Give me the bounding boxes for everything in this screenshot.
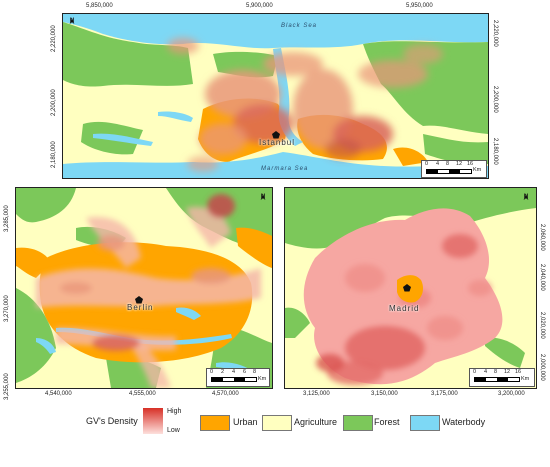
istanbul-density — [167, 38, 443, 172]
berlin-map: Berlin N 0 2 4 6 8 Km — [15, 187, 273, 389]
city-label-istanbul: Istanbul — [259, 138, 296, 147]
berlin-map-canvas — [16, 188, 272, 388]
berlin-x-tick: 4,540,000 — [45, 391, 72, 397]
legend-swatch-agriculture — [262, 415, 292, 431]
legend-low: Low — [167, 427, 180, 434]
marmara-sea — [63, 152, 488, 178]
legend-density-title: GV's Density — [86, 416, 138, 426]
madrid-y-tick: 2,000,000 — [539, 354, 545, 381]
istanbul-x-tick: 5,900,000 — [246, 3, 273, 9]
legend: GV's Density High Low Urban Agriculture … — [0, 400, 550, 467]
madrid-marker — [403, 284, 411, 292]
scalebar-madrid: 0 4 8 12 16 Km — [469, 368, 535, 387]
berlin-y-tick: 3,255,000 — [4, 373, 10, 400]
forest-madrid-north — [285, 188, 536, 249]
madrid-y-tick: 2,020,000 — [539, 312, 545, 339]
berlin-x-tick: 4,570,000 — [212, 391, 239, 397]
scalebar-istanbul: 0 4 8 12 16 Km — [421, 160, 487, 178]
madrid-x-tick: 3,175,000 — [431, 391, 458, 397]
legend-label-agriculture: Agriculture — [294, 417, 338, 427]
berlin-marker — [135, 296, 143, 304]
north-arrow-istanbul: N — [67, 18, 77, 24]
north-arrow-icon — [523, 194, 529, 200]
istanbul-map: Black Sea Marmara Sea Istanbul N 0 4 8 1… — [62, 13, 489, 179]
scalebar-berlin: 0 2 4 6 8 Km — [206, 368, 270, 387]
north-arrow-icon — [260, 194, 266, 200]
istanbul-y-tick-right: 2,220,000 — [492, 20, 498, 47]
madrid-y-tick: 2,060,000 — [539, 224, 545, 251]
istanbul-marker — [272, 131, 280, 139]
legend-swatch-waterbody — [410, 415, 440, 431]
berlin-density — [36, 194, 261, 388]
legend-density-ramp — [143, 408, 163, 434]
istanbul-y-tick-right: 2,180,000 — [492, 138, 498, 165]
madrid-map-canvas — [285, 188, 536, 388]
istanbul-map-canvas — [63, 14, 488, 178]
madrid-density-core — [316, 234, 492, 385]
madrid-x-tick: 3,125,000 — [303, 391, 330, 397]
legend-label-urban: Urban — [233, 417, 258, 427]
legend-label-waterbody: Waterbody — [442, 417, 486, 427]
berlin-y-tick: 3,285,000 — [4, 205, 10, 232]
north-arrow-icon — [69, 18, 75, 24]
madrid-x-tick: 3,150,000 — [371, 391, 398, 397]
legend-swatch-forest — [343, 415, 373, 431]
city-label-berlin: Berlin — [127, 303, 154, 312]
madrid-y-tick: 2,040,000 — [539, 264, 545, 291]
istanbul-x-tick: 5,950,000 — [406, 3, 433, 9]
water-label-marmara: Marmara Sea — [261, 166, 309, 172]
berlin-x-tick: 4,555,000 — [129, 391, 156, 397]
madrid-map: Madrid N 0 4 8 12 16 Km — [284, 187, 537, 389]
istanbul-y-tick-right: 2,200,000 — [492, 86, 498, 113]
madrid-x-tick: 3,200,000 — [498, 391, 525, 397]
istanbul-y-tick: 2,200,000 — [51, 89, 57, 116]
north-arrow-berlin: N — [258, 194, 268, 200]
istanbul-x-tick: 5,850,000 — [86, 3, 113, 9]
berlin-river — [56, 327, 232, 345]
city-label-madrid: Madrid — [389, 304, 420, 313]
legend-high: High — [167, 408, 182, 415]
legend-swatch-urban — [200, 415, 230, 431]
black-sea — [63, 14, 488, 49]
north-arrow-madrid: N — [521, 194, 531, 200]
water-label-black-sea: Black Sea — [281, 23, 318, 29]
istanbul-y-tick: 2,220,000 — [51, 25, 57, 52]
legend-label-forest: Forest — [374, 417, 400, 427]
istanbul-y-tick: 2,180,000 — [51, 141, 57, 168]
berlin-y-tick: 3,270,000 — [4, 295, 10, 322]
